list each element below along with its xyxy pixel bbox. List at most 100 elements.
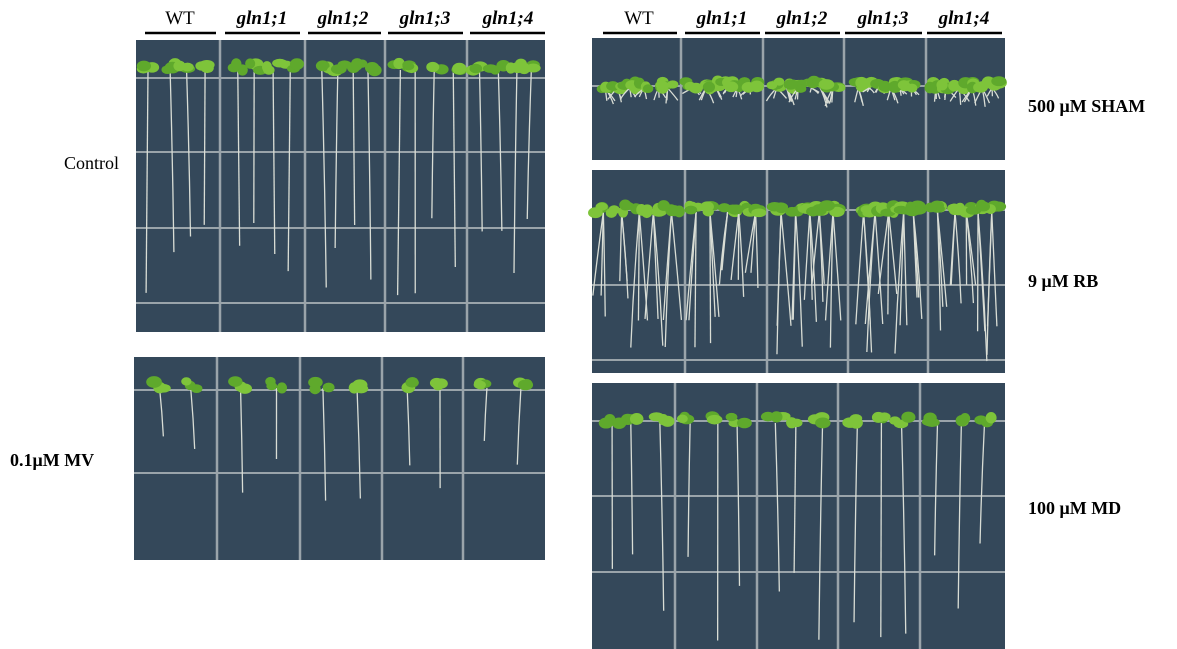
leaf xyxy=(761,412,775,422)
leaf xyxy=(684,82,695,91)
leaf xyxy=(277,382,287,393)
leaf xyxy=(331,64,347,74)
leaf xyxy=(201,63,214,73)
panel-label: 100 μM MD xyxy=(1028,498,1121,518)
leaf xyxy=(742,82,756,93)
leaf xyxy=(630,413,643,425)
figure: WT gln1;1 gln1;2 gln1;3 gln1;4 WT gln1;1… xyxy=(0,0,1177,649)
leaf xyxy=(323,383,335,393)
leaf xyxy=(774,78,785,86)
leaf xyxy=(806,207,820,217)
leaf xyxy=(470,64,483,74)
leaf xyxy=(677,414,688,423)
leaf xyxy=(901,412,915,423)
leaf xyxy=(785,207,799,217)
plate xyxy=(592,38,1007,160)
leaf xyxy=(426,62,439,72)
leaf xyxy=(642,204,652,212)
right-headers: WT gln1;1 gln1;2 gln1;3 gln1;4 xyxy=(603,8,1002,33)
leaf xyxy=(905,202,915,213)
leaf xyxy=(483,64,498,73)
leaf xyxy=(643,84,653,93)
header: gln1;2 xyxy=(317,8,369,29)
leaf xyxy=(181,377,191,385)
leaf xyxy=(729,205,744,215)
plate xyxy=(134,357,545,560)
plate xyxy=(592,383,1005,649)
leaf xyxy=(231,58,241,70)
leaf xyxy=(726,413,738,421)
leaf xyxy=(819,79,835,90)
header: gln1;2 xyxy=(776,8,828,29)
panel-label: Control xyxy=(64,153,119,173)
panel-label: 9 μM RB xyxy=(1028,271,1098,291)
panel-label: 500 μM SHAM xyxy=(1028,96,1145,116)
leaf xyxy=(146,376,162,388)
leaf xyxy=(978,201,990,211)
leaf xyxy=(661,416,675,427)
leaf xyxy=(786,417,796,426)
leaf xyxy=(922,417,938,426)
leaf xyxy=(960,413,970,424)
leaf xyxy=(889,416,900,424)
leaf xyxy=(262,61,272,73)
header: WT xyxy=(624,8,654,29)
leaf xyxy=(245,58,255,68)
header: gln1;1 xyxy=(696,8,748,29)
leaf xyxy=(907,84,918,93)
leaf xyxy=(518,63,530,74)
leaf xyxy=(819,200,835,211)
leaf xyxy=(670,205,680,216)
root xyxy=(638,212,639,320)
root xyxy=(204,70,205,225)
plate xyxy=(588,170,1006,373)
leaf xyxy=(474,381,486,389)
leaf xyxy=(596,202,608,210)
leaf xyxy=(685,206,698,215)
leaf xyxy=(266,382,277,390)
leaf xyxy=(161,65,173,74)
leaf xyxy=(986,412,997,423)
leaf xyxy=(991,76,1006,86)
header: gln1;4 xyxy=(482,8,534,29)
left-headers: WT gln1;1 gln1;2 gln1;3 gln1;4 xyxy=(145,8,545,33)
leaf xyxy=(724,81,738,92)
leaf xyxy=(434,378,448,388)
header: gln1;4 xyxy=(938,8,990,29)
leaf xyxy=(878,81,888,91)
leaf xyxy=(452,63,466,75)
panel-label: 0.1μM MV xyxy=(10,450,94,470)
leaf xyxy=(982,78,993,87)
leaf xyxy=(703,82,715,93)
leaf xyxy=(707,415,723,425)
leaf xyxy=(815,418,830,429)
leaf xyxy=(228,376,242,387)
leaf xyxy=(290,58,304,70)
leaf xyxy=(402,62,414,70)
plate-bg xyxy=(136,40,545,332)
leaf xyxy=(405,378,418,388)
leaf xyxy=(137,61,151,72)
header: gln1;3 xyxy=(399,8,451,29)
leaf xyxy=(173,61,185,72)
leaf xyxy=(850,414,863,423)
header: gln1;1 xyxy=(236,8,288,29)
leaf xyxy=(936,79,947,90)
leaf xyxy=(751,208,766,217)
plate xyxy=(136,40,545,332)
leaf xyxy=(308,377,323,388)
leaf xyxy=(700,201,714,212)
header: gln1;3 xyxy=(857,8,909,29)
leaf xyxy=(925,203,937,213)
leaf xyxy=(357,59,368,67)
leaf xyxy=(518,380,533,391)
leaf xyxy=(599,418,614,429)
leaf xyxy=(349,382,360,393)
header: WT xyxy=(165,8,195,29)
leaf xyxy=(655,81,668,89)
leaf xyxy=(784,79,798,89)
leaf xyxy=(658,200,670,211)
leaf xyxy=(856,78,871,88)
plates xyxy=(134,38,1007,649)
root xyxy=(881,423,882,637)
